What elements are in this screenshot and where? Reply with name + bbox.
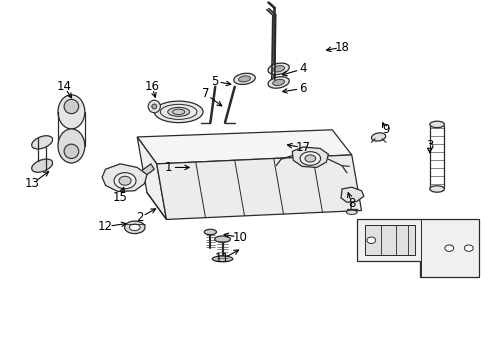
Ellipse shape xyxy=(267,77,288,88)
Ellipse shape xyxy=(233,73,255,85)
Ellipse shape xyxy=(119,176,131,185)
Text: 6: 6 xyxy=(299,82,306,95)
Ellipse shape xyxy=(444,245,453,251)
Text: 12: 12 xyxy=(98,220,113,233)
Text: 15: 15 xyxy=(113,192,127,204)
Ellipse shape xyxy=(32,159,53,172)
Ellipse shape xyxy=(267,63,288,75)
Text: 10: 10 xyxy=(232,231,246,244)
Ellipse shape xyxy=(346,210,356,215)
Text: 8: 8 xyxy=(347,197,355,210)
Ellipse shape xyxy=(429,186,444,192)
Polygon shape xyxy=(137,130,351,164)
Ellipse shape xyxy=(167,107,189,116)
Ellipse shape xyxy=(238,76,250,82)
Ellipse shape xyxy=(129,224,140,230)
Polygon shape xyxy=(292,147,328,167)
Ellipse shape xyxy=(124,221,145,234)
Polygon shape xyxy=(356,220,478,277)
Ellipse shape xyxy=(429,121,444,128)
Polygon shape xyxy=(141,164,154,176)
Ellipse shape xyxy=(371,133,385,141)
Ellipse shape xyxy=(305,155,315,162)
Polygon shape xyxy=(157,155,361,220)
Ellipse shape xyxy=(212,256,232,262)
Ellipse shape xyxy=(272,66,284,72)
Text: 13: 13 xyxy=(25,177,40,190)
Text: 5: 5 xyxy=(211,75,219,88)
Text: 3: 3 xyxy=(425,139,432,152)
Polygon shape xyxy=(102,164,147,192)
Ellipse shape xyxy=(366,237,375,243)
Text: 1: 1 xyxy=(165,161,172,174)
Text: 11: 11 xyxy=(215,252,229,265)
Ellipse shape xyxy=(154,101,203,123)
Ellipse shape xyxy=(64,99,79,114)
Ellipse shape xyxy=(300,152,320,165)
Ellipse shape xyxy=(64,144,79,158)
Ellipse shape xyxy=(32,136,53,149)
Text: 17: 17 xyxy=(295,141,310,154)
Ellipse shape xyxy=(114,173,136,189)
Polygon shape xyxy=(365,225,414,255)
Text: 4: 4 xyxy=(299,62,306,75)
Ellipse shape xyxy=(272,79,284,86)
Text: 9: 9 xyxy=(382,123,389,136)
Ellipse shape xyxy=(214,236,230,242)
Polygon shape xyxy=(137,137,166,220)
Text: 2: 2 xyxy=(136,211,143,224)
Polygon shape xyxy=(340,187,363,202)
Text: 7: 7 xyxy=(202,87,209,100)
Text: 14: 14 xyxy=(57,80,71,93)
Text: 16: 16 xyxy=(144,80,159,93)
Ellipse shape xyxy=(58,129,84,163)
Text: 18: 18 xyxy=(334,41,349,54)
Ellipse shape xyxy=(204,229,216,235)
Ellipse shape xyxy=(58,95,84,129)
Ellipse shape xyxy=(464,245,472,251)
Ellipse shape xyxy=(148,100,160,113)
Ellipse shape xyxy=(152,104,157,109)
